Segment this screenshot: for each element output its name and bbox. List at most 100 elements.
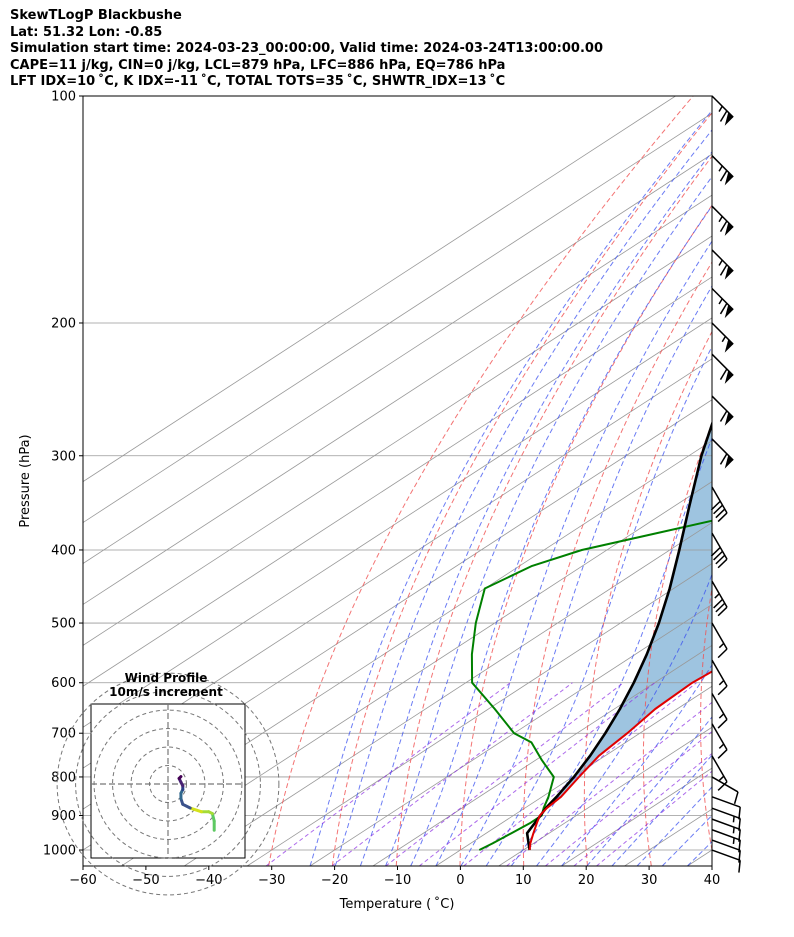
barb-staff <box>711 839 741 852</box>
wind-barb <box>711 776 739 805</box>
barb-staff <box>711 693 728 720</box>
barb-flag <box>717 781 728 791</box>
barb-flag <box>717 718 728 729</box>
barb-pennant <box>724 171 734 186</box>
wind-barb <box>711 622 728 659</box>
barb-half-flag <box>721 336 727 343</box>
isotherm-line <box>83 112 712 524</box>
isotherm-line <box>121 481 712 866</box>
barb-flag <box>719 302 728 315</box>
barb-flag <box>715 602 726 613</box>
barb-flag <box>719 264 728 276</box>
x-tick-label: −10 <box>384 873 411 888</box>
barb-staff <box>711 532 728 560</box>
temperature-line <box>528 670 712 851</box>
mixing-ratio-line <box>265 682 511 866</box>
parcel-line <box>525 420 712 851</box>
barb-flag <box>717 558 728 569</box>
barb-staff <box>711 818 741 831</box>
wind-barb <box>711 438 734 469</box>
x-tick-label: −50 <box>132 873 159 888</box>
isotherm-line <box>309 603 712 866</box>
wind-barb <box>710 532 728 569</box>
barb-pennant <box>724 370 734 384</box>
moist-adiabats <box>309 96 794 866</box>
y-tick-label: 800 <box>51 770 76 785</box>
barb-half-flag <box>718 642 725 649</box>
moist-adiabat-line <box>385 175 712 866</box>
barb-staff <box>711 486 728 514</box>
cape-area <box>539 424 712 816</box>
barb-staff <box>711 829 741 841</box>
barb-half-flag <box>718 679 725 686</box>
barb-half-flag <box>732 837 735 845</box>
wind-barb <box>711 249 734 280</box>
y-tick-label: 1000 <box>43 844 76 859</box>
barb-half-flag <box>718 298 723 305</box>
isotherm-line <box>750 96 794 866</box>
barb-pennant <box>724 412 734 426</box>
barb-flag <box>713 598 724 609</box>
barb-flag <box>717 685 728 696</box>
mixing-ratio-lines <box>265 682 712 866</box>
y-tick-label: 700 <box>51 727 76 742</box>
isotherm-line <box>184 522 712 866</box>
barb-flag <box>715 508 726 519</box>
mixing-ratio-line <box>506 701 712 866</box>
barb-flag <box>717 606 728 617</box>
barb-flag <box>738 860 741 873</box>
mixing-ratio-line <box>385 682 624 866</box>
barb-staff <box>711 659 728 687</box>
barb-flag <box>713 550 724 561</box>
barb-pennant <box>724 266 734 280</box>
barb-half-flag <box>718 713 725 719</box>
barb-flag <box>719 220 728 233</box>
hodograph-subtitle: 10m/s increment <box>109 685 223 699</box>
station-title: SkewTLogP Blackbushe <box>10 8 182 23</box>
barb-half-flag <box>732 827 735 834</box>
moist-adiabat-line <box>410 205 712 866</box>
stability-indices-1: CAPE=11 j/kg, CIN=0 j/kg, LCL=879 hPa, L… <box>10 57 506 73</box>
x-tick-label: −30 <box>258 873 285 888</box>
y-tick-label: 400 <box>51 543 76 558</box>
barb-half-flag <box>732 816 735 823</box>
barb-staff <box>711 849 741 861</box>
dry-adiabat-line <box>756 96 794 866</box>
mixing-ratio-line <box>331 682 573 866</box>
barb-half-flag <box>718 259 723 266</box>
barb-staff <box>711 438 734 461</box>
moist-adiabat-line <box>510 436 712 866</box>
wind-barb <box>711 287 734 319</box>
moist-adiabat-line <box>435 240 712 866</box>
mixing-ratio-line <box>573 752 712 866</box>
barb-staff <box>711 776 739 793</box>
barb-half-flag <box>718 775 725 782</box>
x-tick-label: 30 <box>641 873 658 888</box>
y-axis-label: Pressure (hPa) <box>18 434 33 527</box>
moist-adiabat-line <box>460 284 712 866</box>
barb-staff <box>711 723 728 751</box>
isotherm-line <box>83 276 712 687</box>
y-tick-label: 900 <box>51 809 76 824</box>
mixing-ratio-line <box>418 682 656 866</box>
barb-flag <box>717 749 728 759</box>
moist-adiabat-line <box>713 96 794 866</box>
x-tick-label: 0 <box>456 873 464 888</box>
barb-flag <box>710 546 721 557</box>
wind-barb <box>711 659 728 696</box>
isotherm-line <box>83 317 712 728</box>
barb-flag <box>717 648 728 659</box>
barb-staff <box>711 807 741 820</box>
barb-flag <box>719 453 728 465</box>
barb-half-flag <box>714 593 720 599</box>
dry-adiabat-line <box>642 422 712 866</box>
wind-barb <box>710 486 728 523</box>
isobars <box>83 96 712 851</box>
hodograph-segment <box>177 775 183 780</box>
hodograph-title: Wind Profile <box>125 671 208 685</box>
stability-indices-2: LFT IDX=10 ˚C, K IDX=-11 ˚C, TOTAL TOTS=… <box>10 74 506 89</box>
x-axis-label: Temperature ( ˚C) <box>339 896 455 912</box>
isotherm-line <box>83 440 712 851</box>
barb-half-flag <box>718 743 725 749</box>
